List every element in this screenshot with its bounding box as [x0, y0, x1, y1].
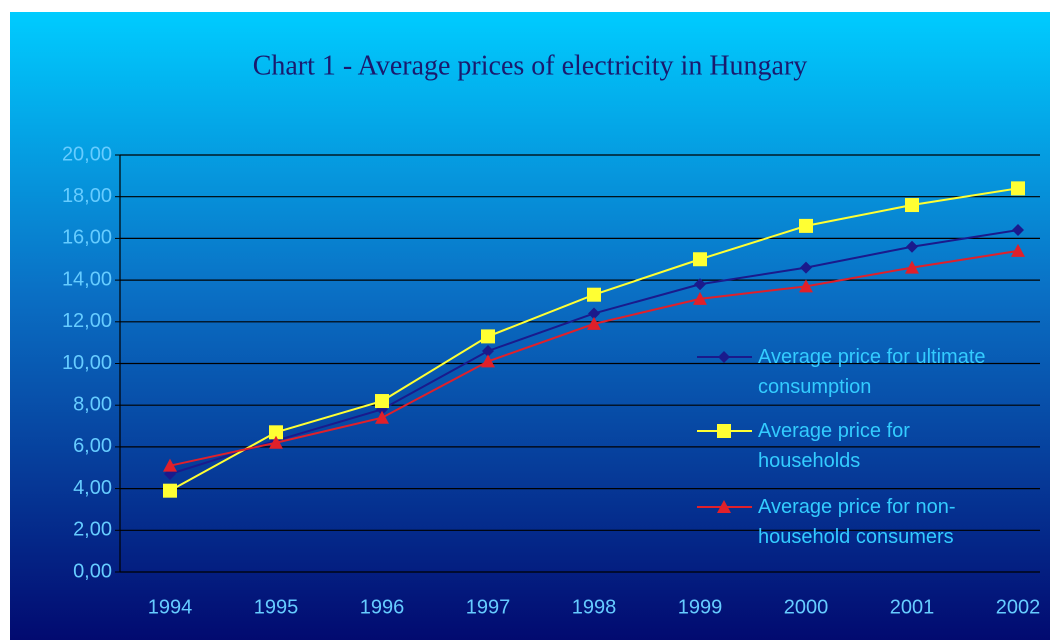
legend-label: Average price for ultimate consumption	[758, 346, 986, 398]
marker	[481, 354, 495, 368]
marker	[588, 307, 600, 320]
y-tick-label: 8,00	[73, 393, 112, 415]
x-tick-label: 1996	[360, 596, 405, 618]
marker	[694, 278, 706, 291]
chart-title: Chart 1 - Average prices of electricity …	[253, 50, 808, 81]
marker	[269, 435, 283, 449]
x-tick-label: 2000	[784, 596, 829, 618]
legend-label: Average price for non-household consumer…	[758, 496, 956, 548]
x-tick-label: 2002	[996, 596, 1041, 618]
y-tick-label: 10,00	[62, 352, 112, 374]
marker	[800, 261, 812, 274]
marker	[375, 410, 389, 424]
marker	[1011, 243, 1025, 257]
x-tick-label: 1994	[148, 596, 193, 618]
marker	[693, 291, 707, 305]
marker	[905, 198, 919, 213]
marker	[906, 240, 918, 253]
y-tick-label: 4,00	[73, 477, 112, 499]
y-tick-label: 14,00	[62, 268, 112, 290]
marker	[799, 218, 813, 233]
x-tick-label: 2001	[890, 596, 935, 618]
y-tick-label: 0,00	[73, 560, 112, 582]
y-tick-label: 2,00	[73, 519, 112, 541]
marker	[163, 458, 177, 472]
marker	[718, 351, 730, 363]
y-tick-label: 6,00	[73, 435, 112, 457]
x-tick-label: 1997	[466, 596, 511, 618]
marker	[482, 344, 494, 357]
x-tick-label: 1995	[254, 596, 299, 618]
marker	[717, 500, 731, 513]
y-tick-label: 20,00	[62, 143, 112, 165]
background	[10, 12, 1050, 640]
marker	[163, 483, 177, 498]
marker	[481, 329, 495, 344]
legend-label: Average price for households	[758, 420, 910, 472]
marker	[269, 425, 283, 440]
x-tick-label: 1998	[572, 596, 617, 618]
marker	[587, 316, 601, 330]
marker	[717, 424, 731, 438]
marker	[905, 260, 919, 274]
marker	[693, 252, 707, 267]
y-tick-label: 16,00	[62, 227, 112, 249]
x-tick-label: 1999	[678, 596, 723, 618]
marker	[587, 287, 601, 302]
marker	[799, 279, 813, 293]
marker	[1012, 224, 1024, 237]
marker	[375, 394, 389, 409]
y-tick-label: 12,00	[62, 310, 112, 332]
marker	[1011, 181, 1025, 196]
y-tick-label: 18,00	[62, 185, 112, 207]
